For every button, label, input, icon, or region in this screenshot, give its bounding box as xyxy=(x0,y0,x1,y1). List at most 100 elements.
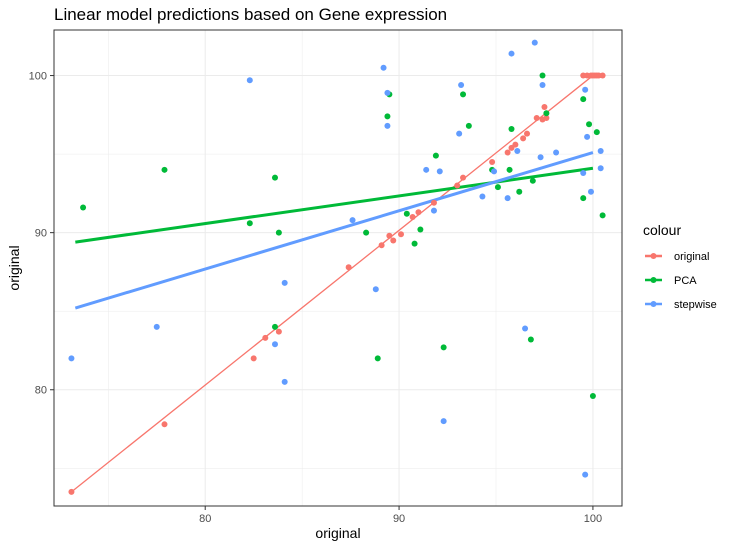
stepwise-point xyxy=(584,133,591,140)
legend-key-point xyxy=(650,277,657,283)
stepwise-point xyxy=(580,169,587,176)
y-tick-label: 90 xyxy=(35,228,47,240)
legend-key-point xyxy=(650,253,657,259)
legend-title: colour xyxy=(643,222,681,238)
y-axis-title: original xyxy=(6,245,22,290)
original-point xyxy=(524,130,531,137)
PCA-point xyxy=(80,204,87,211)
PCA-point xyxy=(275,229,282,236)
stepwise-point xyxy=(537,154,544,161)
x-tick-label: 90 xyxy=(393,513,405,525)
legend-items: original PCA stepwise xyxy=(645,251,717,311)
PCA-point xyxy=(543,110,550,117)
stepwise-point xyxy=(423,166,430,173)
PCA-point xyxy=(589,393,596,400)
y-tick-label: 80 xyxy=(35,385,47,397)
PCA-point xyxy=(506,166,513,173)
PCA-point xyxy=(403,210,410,217)
original-point xyxy=(409,213,416,220)
axis-ticks: 80 90 100 80 90 100 xyxy=(29,71,602,525)
original-point xyxy=(543,114,550,121)
stepwise-point xyxy=(582,471,589,478)
original-point xyxy=(599,72,606,79)
original-point xyxy=(345,264,352,271)
PCA-point xyxy=(539,72,546,79)
legend-label: stepwise xyxy=(674,299,717,311)
stepwise-point xyxy=(539,81,546,88)
original-point xyxy=(262,334,269,341)
chart-title: Linear model predictions based on Gene e… xyxy=(54,5,447,24)
PCA-point xyxy=(465,122,472,129)
PCA-point xyxy=(593,129,600,136)
original-point xyxy=(161,421,168,428)
original-point xyxy=(512,141,519,148)
stepwise-point xyxy=(597,165,604,172)
PCA-point xyxy=(516,188,523,195)
PCA-point xyxy=(271,174,278,181)
legend-label: original xyxy=(674,251,709,263)
legend-label: PCA xyxy=(674,275,697,287)
PCA-point xyxy=(494,184,501,191)
stepwise-point xyxy=(281,378,288,385)
original-point xyxy=(460,174,467,181)
stepwise-point xyxy=(68,355,75,362)
stepwise-point xyxy=(281,279,288,286)
legend-key-point xyxy=(650,301,657,307)
stepwise-point xyxy=(553,149,560,156)
stepwise-point xyxy=(458,81,465,88)
original-point xyxy=(520,135,527,142)
stepwise-point xyxy=(514,147,521,154)
stepwise-point xyxy=(436,168,443,175)
grid xyxy=(54,30,622,506)
original-point xyxy=(398,231,405,238)
stepwise-point xyxy=(531,39,538,46)
original-point xyxy=(275,328,282,335)
original-point xyxy=(454,182,461,189)
original-point xyxy=(430,199,437,206)
original-point xyxy=(533,114,540,121)
PCA-point xyxy=(432,152,439,159)
PCA-point xyxy=(580,195,587,202)
stepwise-point xyxy=(430,207,437,214)
PCA-point xyxy=(599,212,606,219)
stepwise-point xyxy=(456,130,463,137)
plot-panel xyxy=(54,30,622,506)
stepwise-point xyxy=(597,147,604,154)
x-axis-title: original xyxy=(315,525,360,541)
PCA-point xyxy=(508,125,515,132)
PCA-point xyxy=(363,229,370,236)
original-point xyxy=(378,242,385,249)
plot-border xyxy=(53,29,623,507)
PCA-point xyxy=(271,323,278,330)
fit-lines xyxy=(71,75,594,493)
original-point xyxy=(489,158,496,165)
original-point xyxy=(504,149,511,156)
PCA-point xyxy=(460,91,467,98)
PCA-point xyxy=(417,226,424,233)
original-point xyxy=(386,232,393,239)
PCA-point xyxy=(527,336,534,343)
stepwise-point xyxy=(246,77,253,84)
PCA-point xyxy=(586,121,593,128)
original-fit-line xyxy=(71,75,594,493)
data-points xyxy=(68,39,606,495)
stepwise-point xyxy=(504,195,511,202)
PCA-point xyxy=(161,166,168,173)
PCA-point xyxy=(374,355,381,362)
y-tick-label: 100 xyxy=(29,71,47,83)
legend: colour original PCA stepwise xyxy=(643,222,717,311)
stepwise-point xyxy=(349,217,356,224)
PCA-point xyxy=(384,113,391,120)
stepwise-point xyxy=(440,418,447,425)
stepwise-point xyxy=(384,89,391,96)
stepwise-point xyxy=(587,188,594,195)
original-point xyxy=(390,237,397,244)
original-point xyxy=(415,209,422,216)
stepwise-point xyxy=(522,325,529,332)
original-point xyxy=(541,103,548,110)
original-point xyxy=(68,488,75,495)
stepwise-point xyxy=(479,193,486,200)
stepwise-point xyxy=(271,341,278,348)
stepwise-point xyxy=(508,50,515,57)
PCA-point xyxy=(440,344,447,351)
